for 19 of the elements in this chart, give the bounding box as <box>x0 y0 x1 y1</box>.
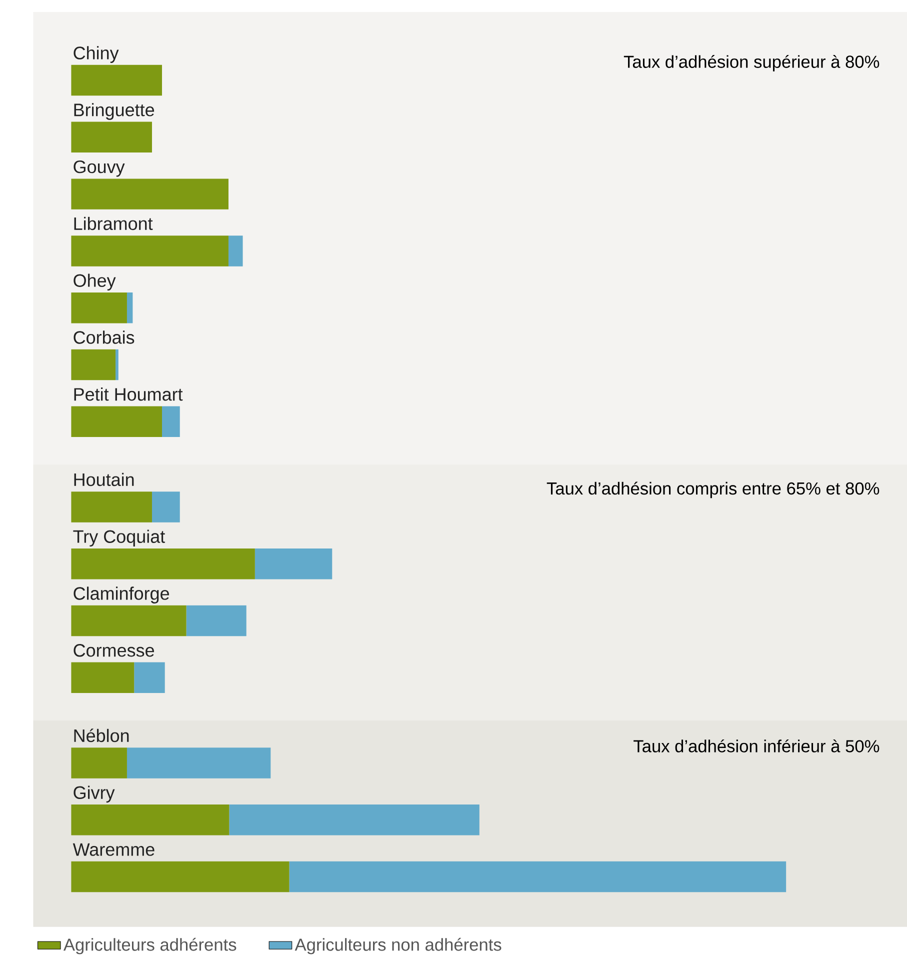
band-label: Taux d’adhésion inférieur à 50% <box>634 739 880 752</box>
legend-label: Agriculteurs non adhérents <box>294 938 502 954</box>
y-tick-label: Gouvy <box>74 160 125 177</box>
band-label: Taux d’adhésion compris entre 65% et 80% <box>546 482 880 498</box>
y-tick-label: Try Coquiat <box>73 530 165 547</box>
y-tick-label: Claminforge <box>74 586 170 604</box>
y-tick-label: Waremme <box>72 843 154 856</box>
y-tick-label: Ohey <box>74 274 116 291</box>
y-tick-label: Petit Houmart <box>74 388 183 401</box>
legend-label: Agriculteurs adhérents <box>63 938 236 954</box>
y-tick-label: Bringuette <box>74 103 154 120</box>
y-tick-label: Houtain <box>74 472 134 486</box>
y-tick-label: Givry <box>74 786 115 803</box>
y-tick-label: Corbais <box>74 330 134 344</box>
y-tick-label: Libramont <box>74 216 153 230</box>
y-tick-label: Cormesse <box>74 644 154 657</box>
band-label: Taux d’adhésion supérieur à 80% <box>624 55 880 72</box>
y-tick-label: Néblon <box>74 728 129 742</box>
y-tick-label: Chiny <box>74 46 119 63</box>
